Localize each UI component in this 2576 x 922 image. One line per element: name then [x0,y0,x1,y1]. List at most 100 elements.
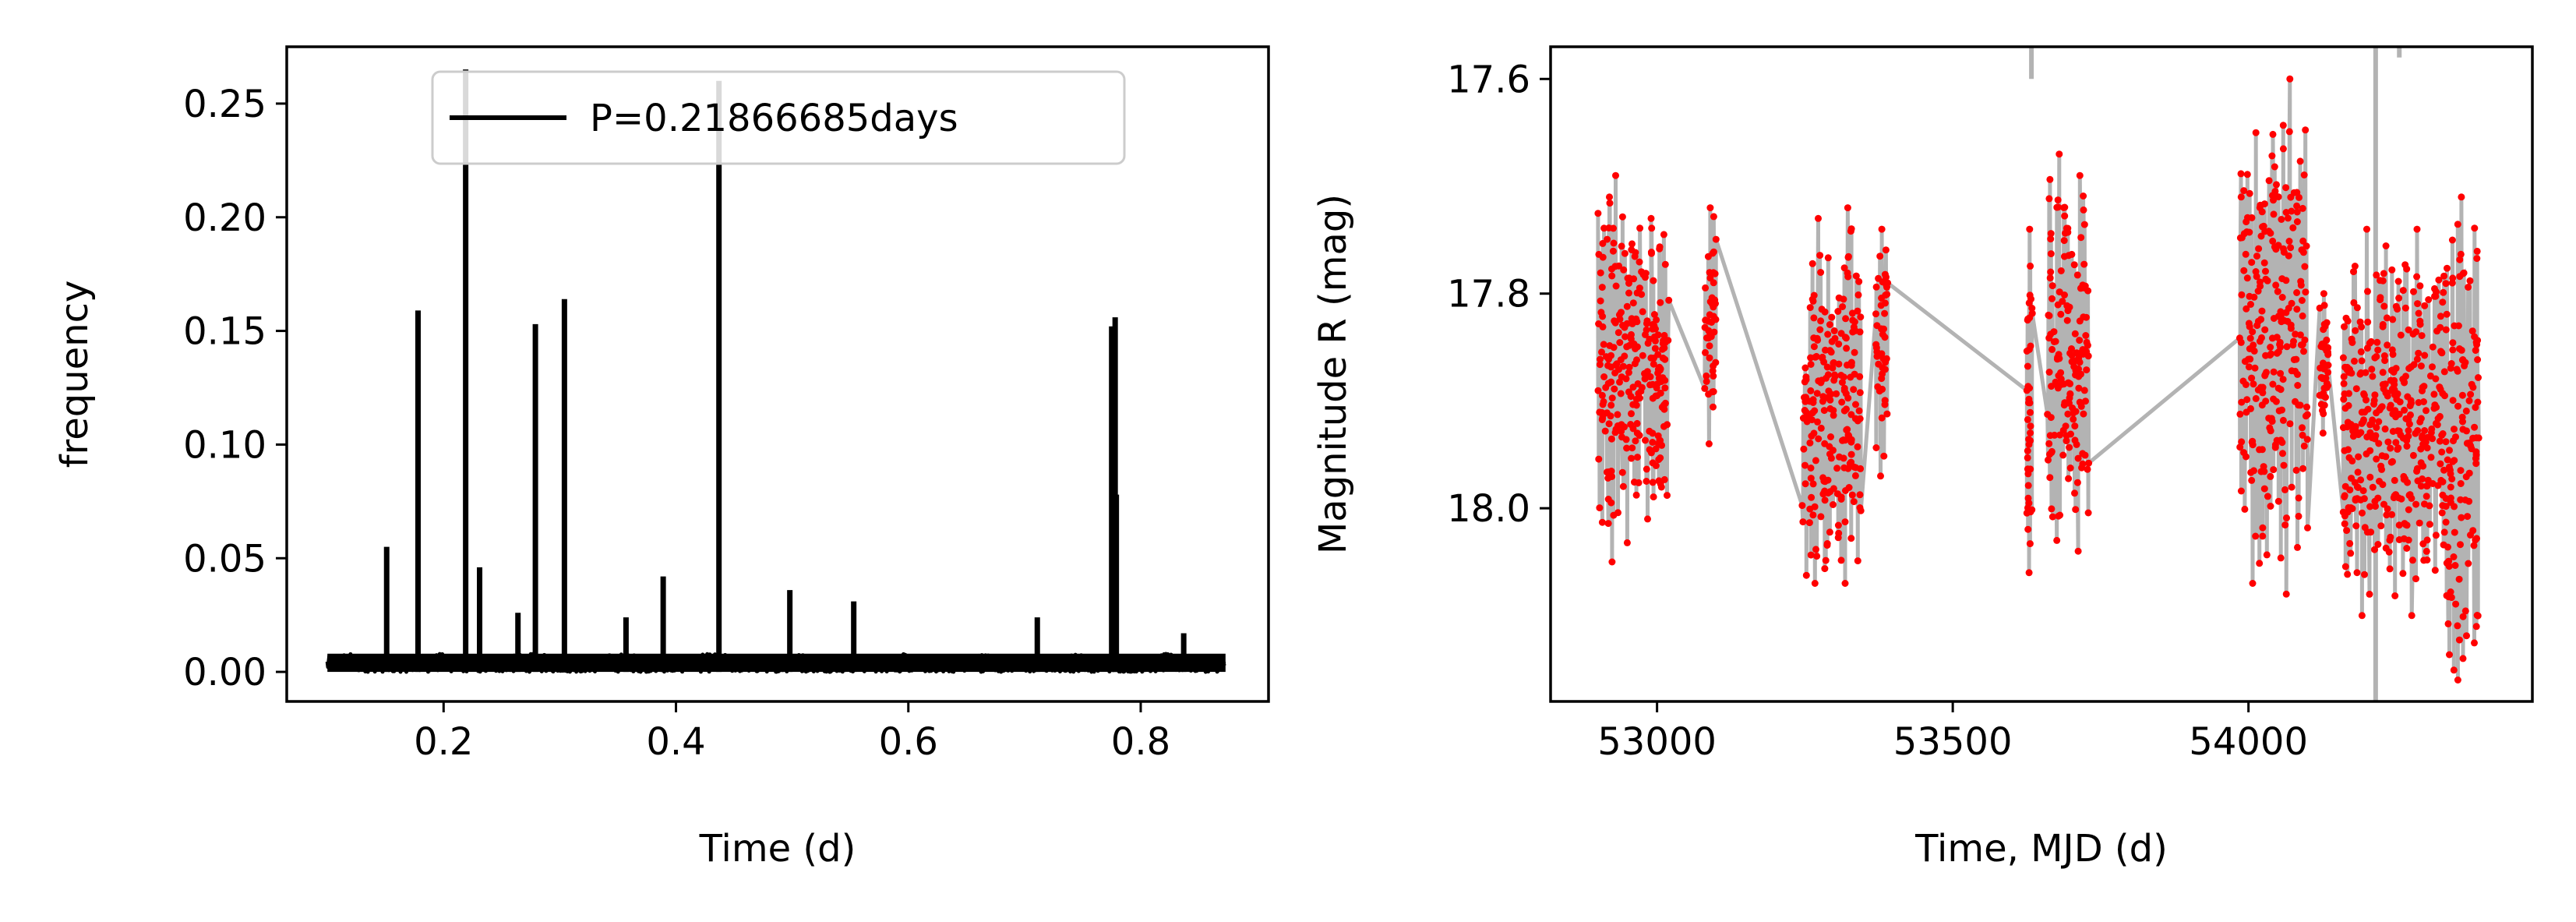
light-curve-point [2469,527,2477,535]
light-curve-point [1647,214,1655,222]
light-curve-point [1607,351,1614,359]
light-curve-point [2269,380,2277,388]
light-curve-point [2465,560,2472,567]
light-curve-point [2027,295,2034,303]
light-curve-point [1639,351,1646,359]
light-curve-point [2259,524,2267,532]
light-curve-point [1652,325,1659,333]
light-curve-point [1827,390,1835,398]
light-curve-point [1712,316,1720,323]
light-curve-point [2463,632,2470,640]
light-curve-point [1881,397,1889,404]
light-curve-point [2299,237,2307,245]
light-curve-point [2368,366,2376,373]
light-curve-point [1854,557,1861,565]
light-curve-point [2451,528,2458,536]
light-curve-point [1661,376,1669,384]
light-curve-point [2084,287,2092,295]
light-curve-point [2465,284,2472,291]
light-curve-point [1636,432,1643,440]
light-curve-point [1817,269,1825,276]
light-curve-point [2075,384,2083,392]
light-curve-point [1660,475,1668,483]
light-curve-point [2251,364,2259,372]
light-curve-point [2374,494,2382,502]
light-curve-point [2077,370,2084,378]
light-curve-point [2394,390,2401,397]
periodogram-series [325,69,1227,674]
light-curve-point [2059,298,2066,306]
light-curve-point [2293,218,2301,225]
light-curve-point [2252,129,2260,136]
light-curve-point [1632,437,1639,445]
light-curve-point [1847,450,1855,458]
light-curve-point [1812,352,1820,360]
light-curve-point [2354,468,2362,476]
light-curve-point [2350,299,2358,306]
light-curve-point [2363,225,2370,233]
light-curve-point [2287,244,2295,252]
light-curve-point [1618,213,1626,221]
light-curve-point [2429,343,2437,351]
light-curve-point [2322,394,2329,401]
light-curve-point [2405,427,2412,434]
light-curve-point [2024,454,2031,461]
light-curve-point [1821,565,1829,573]
light-curve-point [1614,329,1622,337]
light-curve-point [2289,224,2297,231]
light-curve-point [2047,230,2055,238]
light-curve-point [2391,592,2399,599]
light-curve-point [2372,503,2379,510]
light-curve-point [2451,426,2458,433]
light-curve-point [2413,273,2421,281]
light-curve-point [2403,443,2411,450]
light-curve-point [2470,542,2478,549]
light-curve-point [2270,196,2277,204]
light-curve-point [2083,366,2091,374]
light-curve-point [1883,274,1890,281]
light-curve-point [2434,482,2442,489]
light-curve-point [2437,313,2444,320]
light-curve-point [2454,402,2461,410]
light-curve-point [1824,371,1832,379]
light-curve-point [2027,262,2034,270]
light-curve-point [2267,427,2274,435]
light-curve-point [2066,443,2073,451]
light-curve-point [2278,216,2285,223]
light-curve-point [2257,316,2265,323]
light-curve-point [2279,145,2287,153]
light-curve-point [1847,225,1855,233]
light-curve-point [1709,367,1717,375]
light-curve-point [2403,521,2411,529]
light-curve-point [2323,336,2331,344]
light-curve-point [2257,232,2265,240]
x-tick-label: 0.2 [414,720,473,764]
light-curve-point [2438,349,2446,357]
light-curve-point [2273,181,2280,189]
light-curve-point [1625,289,1632,297]
light-curve-point [2354,484,2362,491]
light-curve-point [2421,427,2429,434]
light-curve-point [2475,434,2482,442]
light-curve-point [2382,453,2390,461]
light-curve-point [2438,509,2446,517]
light-curve-point [2363,396,2370,404]
light-curve-point [1872,444,1880,451]
light-curve-point [2458,514,2465,521]
light-curve-point [1844,204,1851,212]
light-curve-point [2323,319,2331,327]
light-curve-point [1809,297,1817,305]
light-curve-point [1844,273,1852,281]
light-curve-point [2238,291,2246,299]
light-curve-point [2420,383,2428,390]
light-curve-point [2270,368,2278,376]
light-curve-point [2377,294,2384,302]
light-curve-point [2076,359,2084,366]
light-curve-point [2249,441,2257,449]
light-curve-point [2027,408,2034,416]
light-curve-point [2268,418,2276,426]
light-curve-point [2404,479,2412,486]
light-curve-point [2048,447,2056,455]
light-curve-point [1599,313,1607,320]
light-curve-point [1623,320,1631,327]
